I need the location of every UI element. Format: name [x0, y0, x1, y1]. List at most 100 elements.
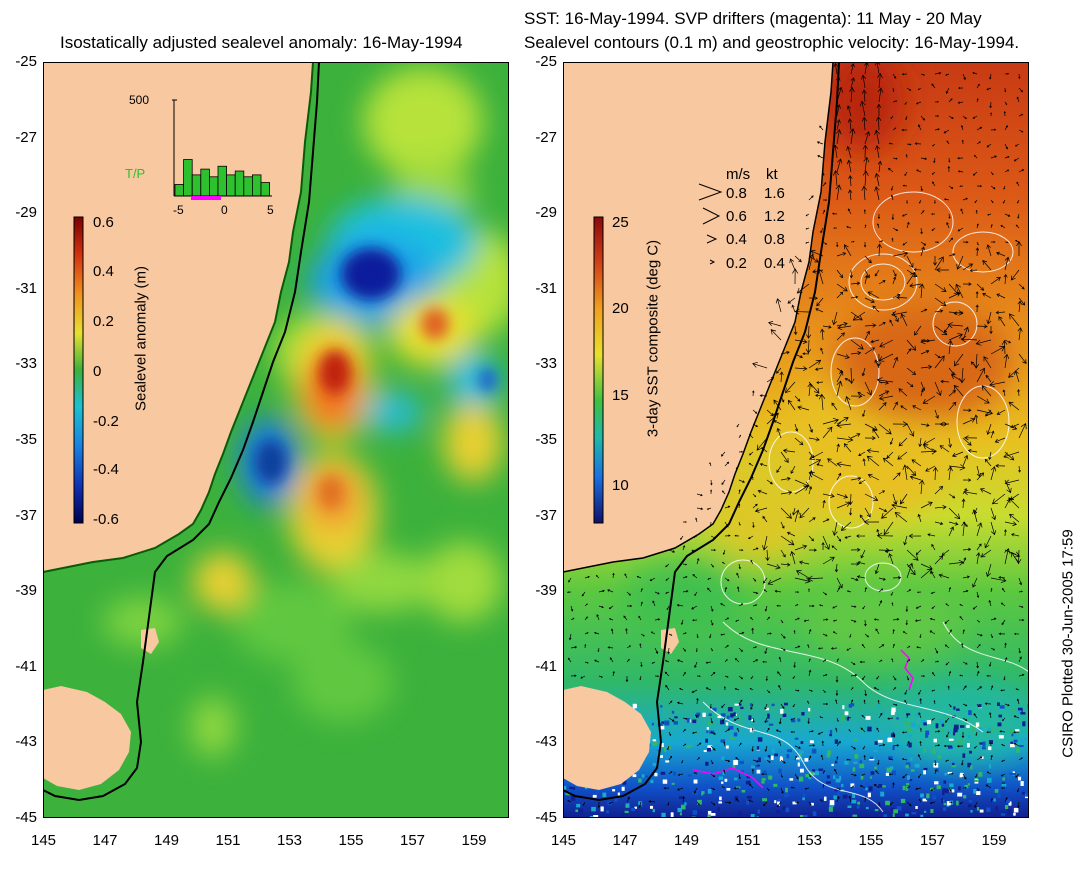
sst-speckle-dot — [764, 757, 770, 760]
velocity-arrow — [875, 116, 882, 131]
sst-speckle-dot — [974, 779, 979, 782]
velocity-arrow — [898, 388, 908, 397]
velocity-arrow — [934, 128, 940, 131]
velocity-arrow — [990, 685, 994, 691]
velocity-arrow — [982, 259, 992, 271]
sst-speckle-dot — [784, 702, 788, 706]
velocity-arrow — [864, 507, 871, 518]
histogram-bar — [208, 176, 219, 197]
velocity-arrow — [930, 570, 936, 579]
velocity-arrow — [961, 498, 966, 509]
histogram-bar — [217, 165, 228, 197]
velocity-arrow — [1018, 590, 1023, 593]
velocity-arrow — [570, 617, 575, 621]
velocity-arrow — [776, 604, 782, 607]
velocity-arrow — [985, 409, 992, 417]
velocity-arrow — [780, 759, 786, 764]
velocity-arrow — [972, 171, 978, 176]
sst-speckle-dot — [606, 810, 609, 814]
sst-speckle-dot — [751, 718, 754, 722]
velocity-arrow — [931, 717, 936, 721]
velocity-arrow — [850, 673, 858, 677]
velocity-arrow — [1004, 213, 1011, 217]
sst-speckle-dot — [1013, 739, 1018, 743]
sst-speckle-dot — [631, 807, 636, 812]
velocity-arrow — [696, 801, 700, 806]
sst-speckle-dot — [885, 772, 890, 776]
velocity-arrow — [748, 799, 754, 803]
velocity-arrow — [668, 731, 672, 737]
velocity-arrow — [947, 685, 950, 691]
velocity-arrow — [738, 647, 743, 652]
sst-speckle-dot — [911, 812, 917, 815]
velocity-arrow — [752, 577, 757, 582]
sealevel-colorbar-title: Sealevel anomaly (m) — [132, 265, 150, 412]
velocity-arrow — [832, 619, 838, 622]
velocity-arrow — [796, 570, 810, 579]
velocity-arrow — [763, 801, 768, 807]
coastline — [42, 61, 314, 573]
velocity-arrow — [663, 786, 670, 790]
velocity-arrow — [917, 513, 922, 523]
velocity-arrow — [876, 675, 880, 680]
velocity-arrow — [953, 311, 964, 316]
velocity-arrow — [822, 417, 839, 425]
velocity-arrow — [985, 784, 992, 789]
velocity-arrow — [664, 671, 670, 677]
velocity-arrow — [877, 759, 880, 766]
sst-speckle-dot — [1012, 772, 1016, 776]
sst-speckle-dot — [578, 808, 584, 814]
velocity-arrow — [948, 437, 952, 448]
sst-speckle-dot — [721, 756, 725, 761]
sst-speckle-dot — [941, 798, 944, 803]
sst-speckle-dot — [993, 798, 996, 802]
velocity-arrow — [1004, 797, 1008, 803]
sst-speckle-dot — [844, 711, 849, 716]
velocity-arrow — [836, 353, 850, 360]
velocity-arrow — [710, 671, 716, 677]
velocity-arrow — [1018, 605, 1024, 608]
velocity-arrow — [990, 587, 993, 593]
velocity-arrow — [626, 658, 630, 663]
velocity-arrow — [721, 490, 726, 495]
velocity-arrow — [668, 771, 673, 775]
velocity-arrow — [886, 451, 894, 459]
velocity-arrow — [822, 171, 825, 176]
velocity-arrow — [902, 241, 908, 246]
velocity-arrow — [938, 573, 950, 579]
velocity-arrow — [961, 759, 964, 766]
velocity-arrow — [850, 77, 856, 89]
velocity-arrow — [766, 479, 773, 485]
velocity-arrow — [934, 409, 939, 419]
velocity-arrow — [748, 462, 754, 467]
velocity-arrow — [816, 268, 824, 285]
velocity-arrow — [849, 128, 856, 145]
velocity-arrow — [668, 700, 673, 705]
velocity-arrow — [820, 328, 825, 341]
sst-speckle-dot — [664, 720, 670, 726]
velocity-arrow — [822, 702, 829, 706]
sst-speckle-dot — [944, 772, 947, 776]
velocity-arrow — [850, 773, 857, 777]
velocity-arrow — [867, 291, 880, 299]
velocity-arrow — [707, 587, 712, 593]
velocity-arrow — [945, 87, 950, 94]
velocity-arrow — [836, 740, 841, 747]
velocity-arrow — [959, 674, 964, 677]
sst-speckle-dot — [785, 787, 788, 793]
velocity-arrow — [626, 591, 631, 596]
velocity-arrow — [836, 104, 841, 117]
sst-speckle-dot — [852, 793, 856, 798]
velocity-arrow — [836, 658, 839, 663]
velocity-arrow — [822, 535, 830, 550]
sst-speckle-dot — [791, 719, 796, 723]
sst-speckle-dot — [745, 785, 749, 788]
velocity-arrow — [918, 689, 922, 695]
velocity-arrow — [766, 409, 774, 417]
velocity-arrow — [878, 659, 883, 663]
velocity-arrow — [638, 615, 642, 621]
velocity-arrow — [889, 437, 894, 445]
sst-speckle-dot — [750, 703, 753, 707]
velocity-arrow — [836, 577, 843, 589]
velocity-arrow — [862, 170, 869, 187]
